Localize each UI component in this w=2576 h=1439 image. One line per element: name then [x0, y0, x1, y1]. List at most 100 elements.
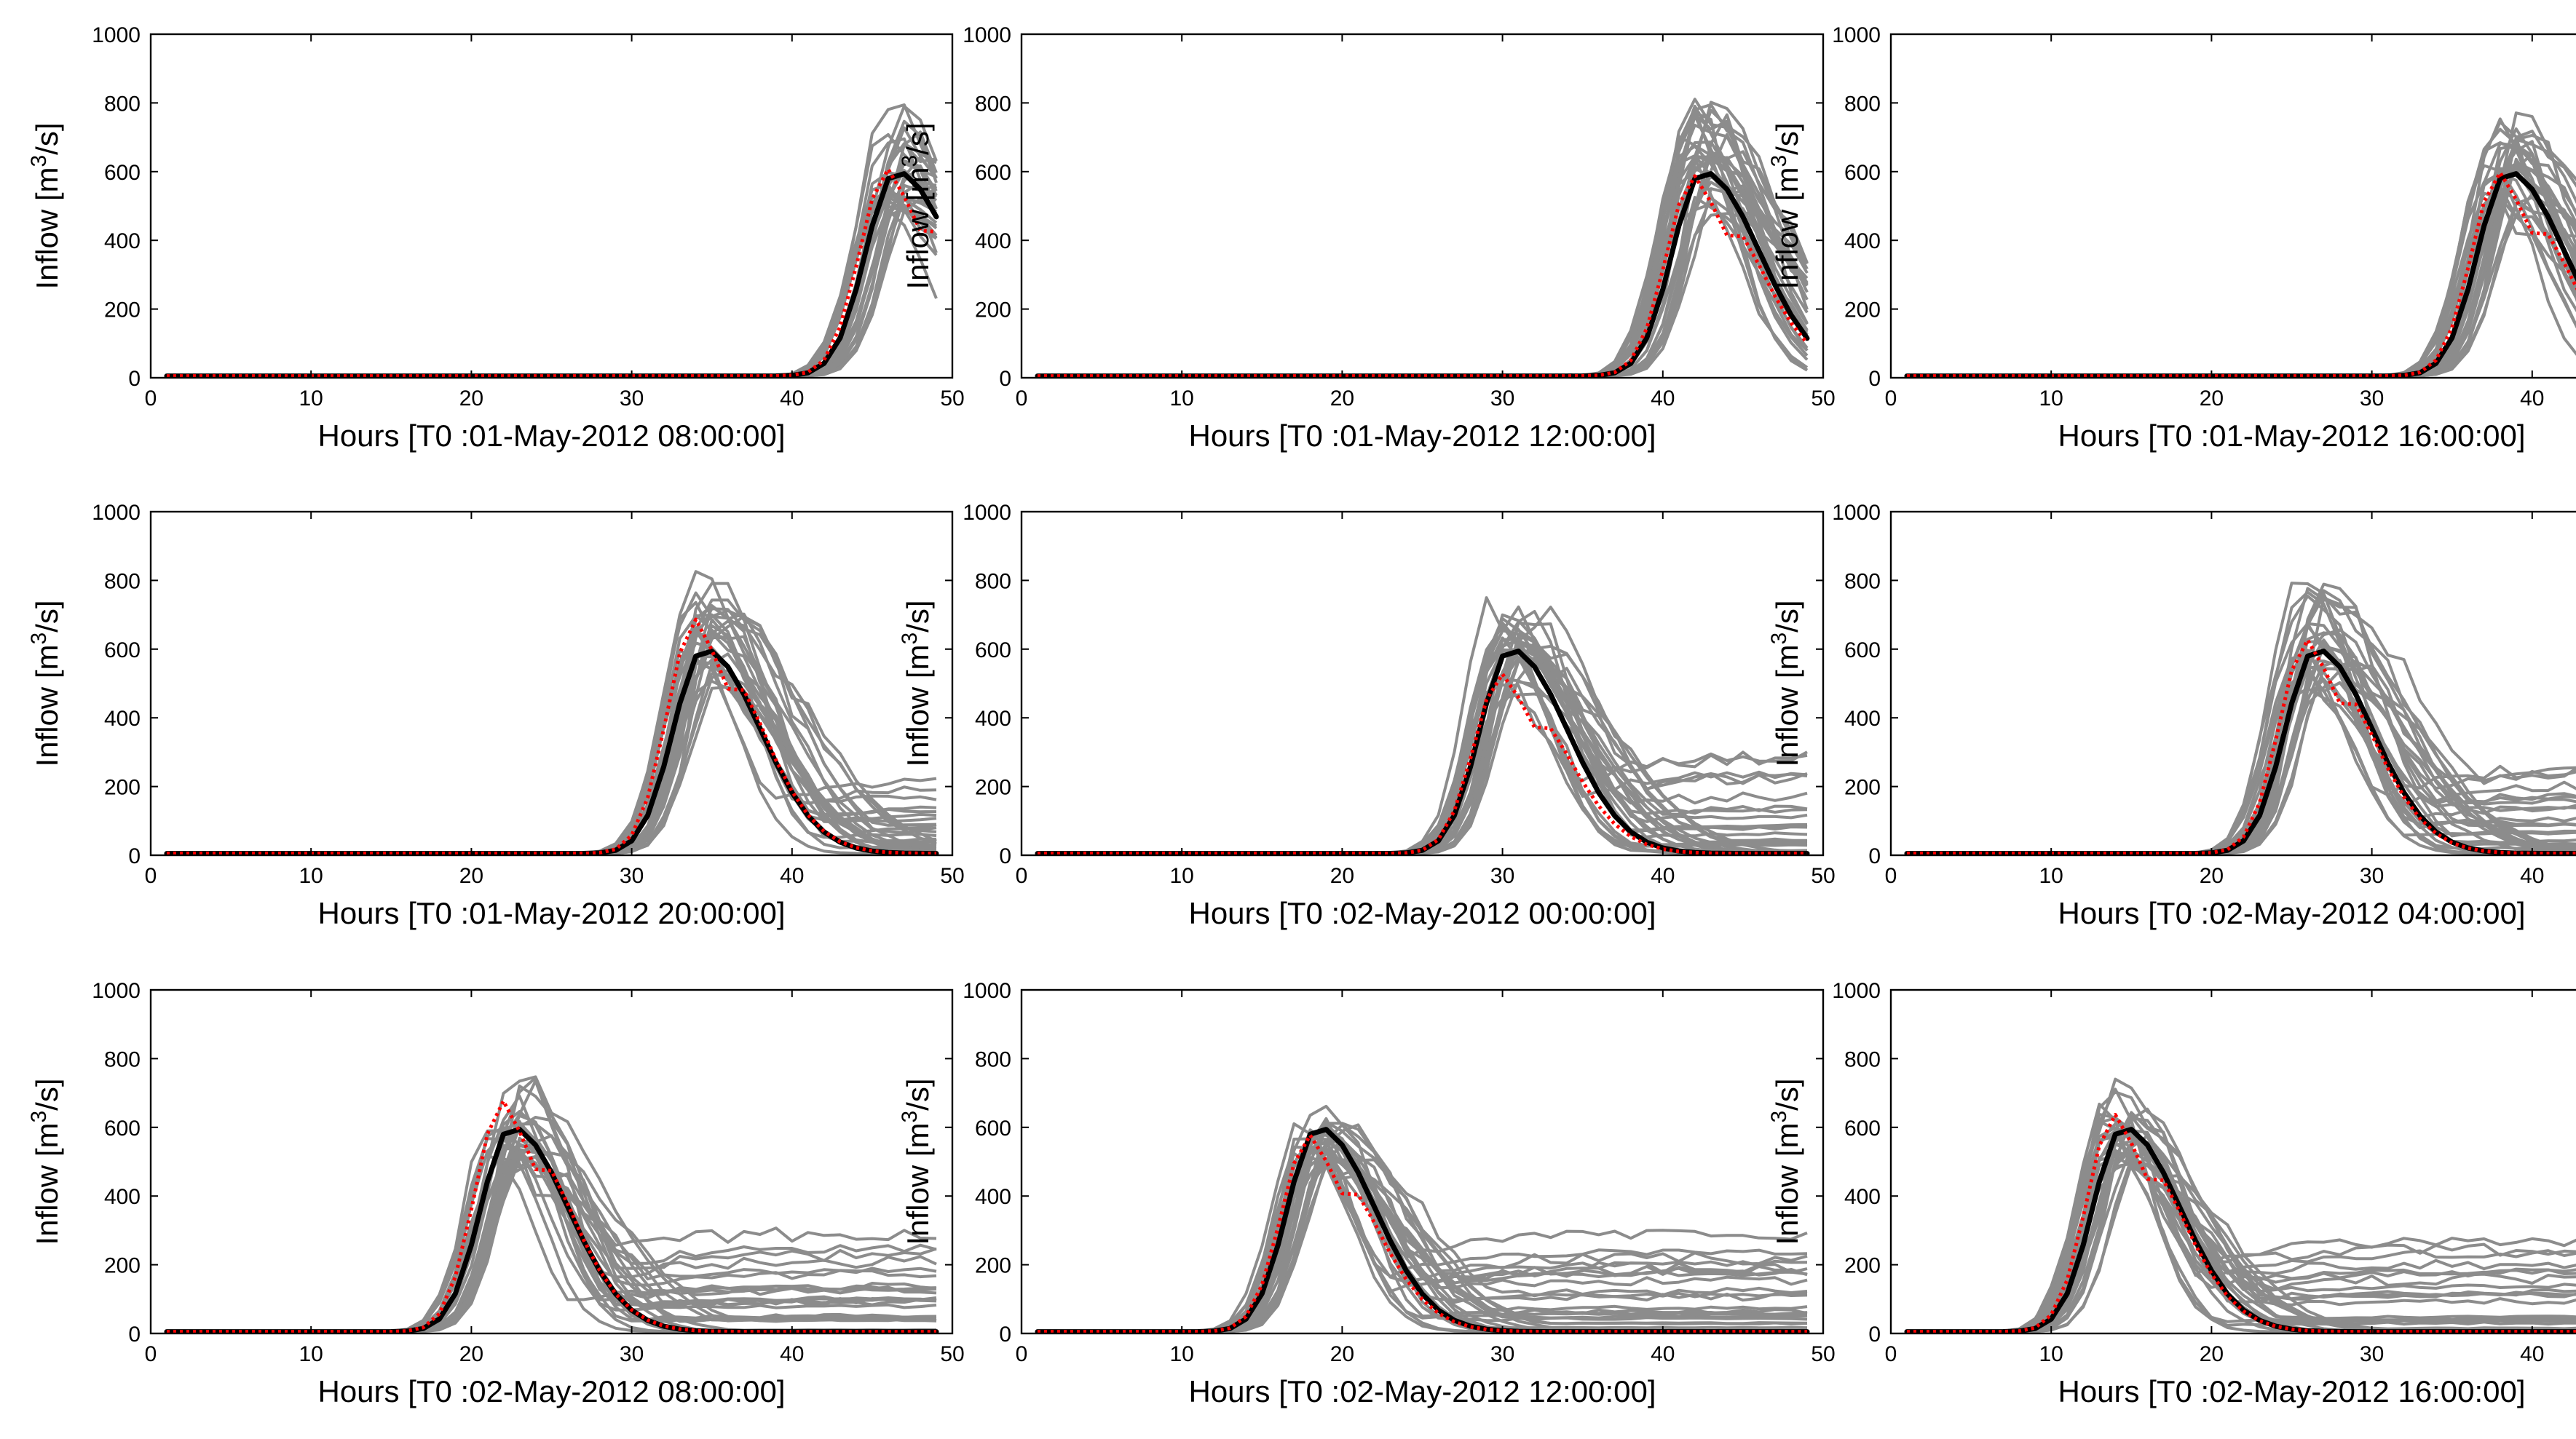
ensemble-member-line	[1906, 678, 2576, 855]
y-axis-label: Inflow [m3/s]	[1767, 1078, 1805, 1245]
y-axis-label: Inflow [m3/s]	[1767, 600, 1805, 766]
y-tick-label: 1000	[1832, 979, 1881, 1003]
subplot-1: 0 10 20 30 40 50 0 200 400 600 800 1000 Hours [T0 :0…	[27, 23, 965, 453]
y-tick-label: 600	[104, 638, 141, 662]
x-tick-label: 50	[1811, 864, 1835, 888]
y-tick-label: 400	[1844, 707, 1881, 731]
observed-line	[164, 1127, 939, 1333]
ensemble-mean-line	[1038, 1133, 1807, 1333]
x-tick-label: 20	[459, 1342, 483, 1366]
y-tick-label: 400	[1844, 229, 1881, 253]
subplot-4: 0 10 20 30 40 50 0 200 400 600 800 1000 Hours [T0 :0…	[27, 501, 965, 930]
y-axis-label: Inflow [m3/s]	[27, 122, 65, 289]
x-tick-label: 10	[1170, 386, 1194, 411]
y-tick-label: 600	[975, 1117, 1011, 1141]
y-axis-label: Inflow [m3/s]	[27, 600, 65, 766]
x-tick-label: 20	[459, 386, 483, 411]
x-tick-label: 40	[1651, 1342, 1675, 1366]
plot-area	[164, 103, 939, 378]
ensemble-member-line	[166, 130, 938, 378]
x-tick-label: 20	[459, 864, 483, 888]
ensemble-member-line	[167, 159, 938, 378]
observed-line	[1904, 171, 2576, 378]
ensemble-member-line	[167, 142, 937, 378]
y-tick-label: 400	[975, 707, 1011, 731]
x-tick-label: 20	[2200, 386, 2224, 411]
ensemble-member-line	[166, 126, 938, 378]
x-axis-label: Hours [T0 :02-May-2012 08:00:00]	[317, 1374, 785, 1408]
ensemble-member-line	[167, 649, 937, 855]
y-tick-label: 800	[975, 92, 1011, 116]
y-axis-label: Inflow [m3/s]	[898, 600, 936, 766]
y-tick-label: 800	[1844, 569, 1881, 593]
ensemble-member-line	[167, 105, 938, 378]
plot-area	[164, 1075, 939, 1333]
subplot-3: 0 10 20 30 40 50 0 200 400 600 800 1000 Hours [T0 :0…	[1767, 23, 2576, 453]
x-tick-label: 40	[1651, 386, 1675, 411]
ensemble-member-line	[166, 156, 938, 378]
subplot-8: 0 10 20 30 40 50 0 200 400 600 800 1000 Hours [T0 :0…	[898, 979, 1836, 1408]
x-tick-label: 0	[1885, 386, 1897, 411]
plot-area	[1904, 1077, 2576, 1333]
y-tick-label: 800	[1844, 1047, 1881, 1071]
ensemble-mean-line	[1038, 174, 1809, 378]
axes-frame	[1889, 33, 2576, 379]
x-tick-label: 0	[145, 1342, 157, 1366]
x-tick-label: 10	[299, 386, 323, 411]
x-tick-label: 40	[2520, 386, 2544, 411]
ensemble-member-line	[1037, 167, 1809, 378]
ensemble-member-line	[166, 143, 937, 378]
x-axis-label: Hours [T0 :02-May-2012 16:00:00]	[2058, 1374, 2525, 1408]
x-tick-label: 0	[1885, 864, 1897, 888]
x-tick-label: 40	[2520, 864, 2544, 888]
ensemble-mean-line	[1038, 672, 1807, 855]
y-tick-label: 0	[1868, 1323, 1881, 1347]
x-tick-label: 40	[1651, 864, 1675, 888]
ensemble-member-line	[1906, 1087, 2576, 1333]
y-tick-label: 200	[1844, 776, 1881, 800]
x-tick-label: 40	[780, 1342, 804, 1366]
y-tick-label: 800	[975, 1047, 1011, 1071]
ensemble-member-line	[1906, 1142, 2576, 1333]
x-tick-label: 30	[2360, 864, 2384, 888]
ensemble-member-line	[167, 103, 938, 378]
subplot-9: 0 10 20 30 40 50 0 200 400 600 800 1000 Hours [T0 :0…	[1767, 979, 2576, 1408]
ensemble-member-line	[166, 641, 937, 855]
x-tick-label: 10	[2039, 1342, 2063, 1366]
x-tick-label: 0	[145, 386, 157, 411]
ensemble-member-line	[167, 183, 938, 378]
y-tick-label: 200	[1844, 1254, 1881, 1278]
plot-area	[1035, 596, 1810, 855]
x-tick-label: 30	[620, 864, 644, 888]
y-axis-label: Inflow [m3/s]	[1767, 122, 1805, 289]
y-tick-label: 0	[1868, 844, 1881, 868]
x-tick-label: 10	[2039, 386, 2063, 411]
ensemble-mean-line	[1907, 638, 2576, 855]
y-tick-label: 600	[1844, 161, 1881, 185]
y-tick-label: 400	[104, 707, 141, 731]
x-tick-label: 10	[299, 1342, 323, 1366]
observed-line	[164, 171, 939, 378]
x-tick-label: 30	[1490, 864, 1514, 888]
y-tick-label: 1000	[963, 501, 1011, 525]
x-tick-label: 0	[1016, 386, 1028, 411]
y-tick-label: 800	[104, 1047, 141, 1071]
x-tick-label: 10	[2039, 864, 2063, 888]
ensemble-member-line	[1037, 633, 1808, 855]
x-tick-label: 0	[1016, 864, 1028, 888]
x-tick-label: 0	[1016, 1342, 1028, 1366]
plot-area	[1035, 1104, 1810, 1333]
y-tick-label: 600	[1844, 1117, 1881, 1141]
y-tick-label: 1000	[92, 979, 141, 1003]
x-tick-label: 10	[1170, 1342, 1194, 1366]
y-tick-label: 600	[975, 638, 1011, 662]
x-axis-label: Hours [T0 :01-May-2012 12:00:00]	[1188, 419, 1656, 453]
y-tick-label: 600	[104, 1117, 141, 1141]
x-tick-label: 50	[1811, 386, 1835, 411]
x-tick-label: 20	[1330, 864, 1354, 888]
y-tick-label: 0	[128, 367, 141, 391]
x-tick-label: 30	[620, 1342, 644, 1366]
x-tick-label: 20	[1330, 386, 1354, 411]
y-tick-label: 200	[104, 1254, 141, 1278]
x-tick-label: 0	[1885, 1342, 1897, 1366]
